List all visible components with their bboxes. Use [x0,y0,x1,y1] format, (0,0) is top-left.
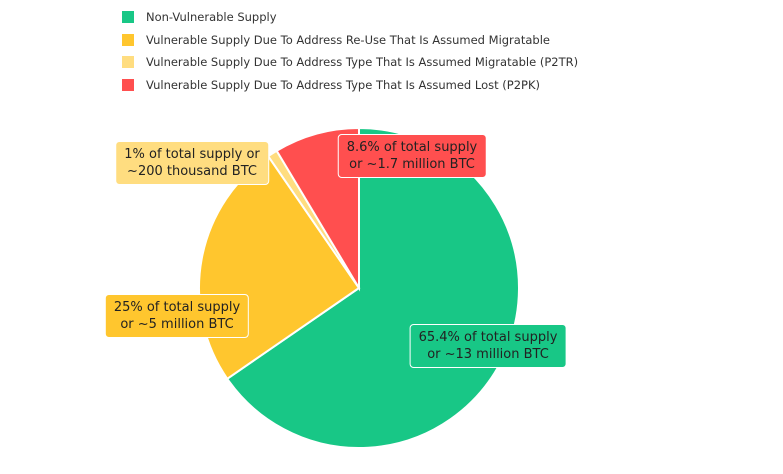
data-label-p2pk: 8.6% of total supply or ~1.7 million BTC [337,134,487,178]
data-label-line: or ~5 million BTC [120,317,234,332]
legend-label: Vulnerable Supply Due To Address Type Th… [146,55,579,70]
data-label-line: 65.4% of total supply [418,330,558,345]
legend-item[interactable]: Vulnerable Supply Due To Address Re-Use … [122,29,578,52]
legend-label: Vulnerable Supply Due To Address Re-Use … [146,32,550,47]
data-label-line: 25% of total supply [113,300,241,315]
legend-swatch [122,78,134,91]
data-label-line: or ~1.7 million BTC [349,157,475,172]
legend-label: Vulnerable Supply Due To Address Type Th… [146,77,540,92]
legend-item[interactable]: Vulnerable Supply Due To Address Type Th… [122,74,578,97]
legend: Non-Vulnerable Supply Vulnerable Supply … [122,6,578,96]
data-label-line: or ~13 million BTC [427,347,549,362]
legend-swatch [122,11,134,24]
legend-swatch [122,33,134,46]
data-label-non-vulnerable: 65.4% of total supply or ~13 million BTC [409,324,567,368]
data-label-line: ~200 thousand BTC [127,164,257,179]
legend-item[interactable]: Non-Vulnerable Supply [122,6,578,29]
data-label-address-reuse: 25% of total supply or ~5 million BTC [104,294,250,338]
data-label-line: 1% of total supply or [124,147,260,162]
legend-label: Non-Vulnerable Supply [146,10,277,25]
data-label-p2tr: 1% of total supply or ~200 thousand BTC [115,141,269,185]
data-label-line: 8.6% of total supply [346,140,478,155]
legend-item[interactable]: Vulnerable Supply Due To Address Type Th… [122,51,578,74]
legend-swatch [122,56,134,69]
